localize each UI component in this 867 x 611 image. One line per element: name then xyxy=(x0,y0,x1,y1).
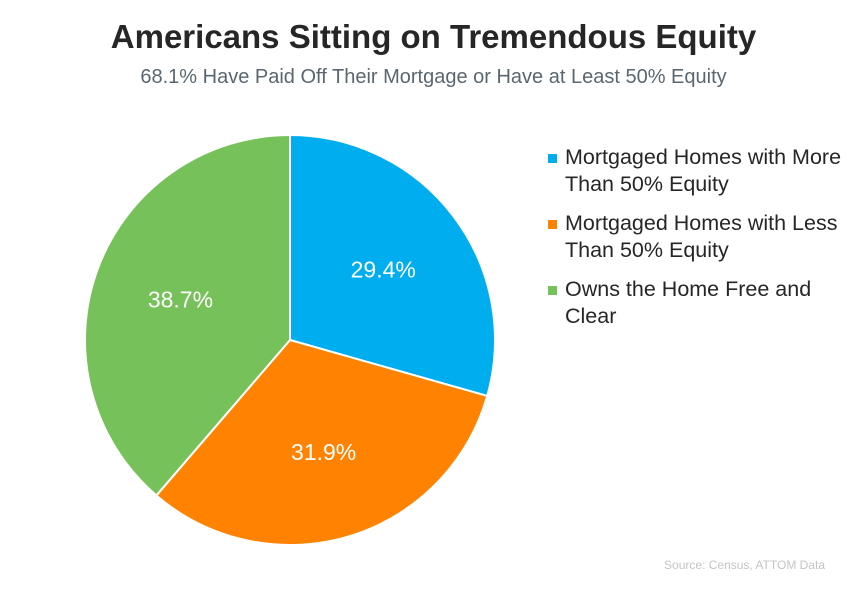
legend-label: Mortgaged Homes with Less Than 50% Equit… xyxy=(565,211,838,262)
chart-subtitle: 68.1% Have Paid Off Their Mortgage or Ha… xyxy=(140,66,727,88)
legend-swatch xyxy=(548,220,557,229)
pie-slice-0 xyxy=(289,134,496,397)
legend-swatch xyxy=(548,154,557,163)
slice-value-label: 38.7% xyxy=(148,286,213,312)
pie-slice-1 xyxy=(155,339,489,546)
source-note: Source: Census, ATTOM Data xyxy=(664,558,825,572)
pie-slice-2 xyxy=(84,134,291,497)
chart-title: Americans Sitting on Tremendous Equity xyxy=(110,18,757,55)
legend-item-more-than-50: Mortgaged Homes with More Than 50% Equit… xyxy=(548,144,848,198)
legend: Mortgaged Homes with More Than 50% Equit… xyxy=(548,144,848,342)
legend-swatch xyxy=(548,286,557,295)
legend-label: Owns the Home Free and Clear xyxy=(565,277,812,328)
slice-value-label: 31.9% xyxy=(291,439,356,465)
legend-item-less-than-50: Mortgaged Homes with Less Than 50% Equit… xyxy=(548,210,848,264)
legend-item-free-and-clear: Owns the Home Free and Clear xyxy=(548,276,848,330)
slice-value-label: 29.4% xyxy=(351,257,416,283)
legend-label: Mortgaged Homes with More Than 50% Equit… xyxy=(565,145,842,196)
